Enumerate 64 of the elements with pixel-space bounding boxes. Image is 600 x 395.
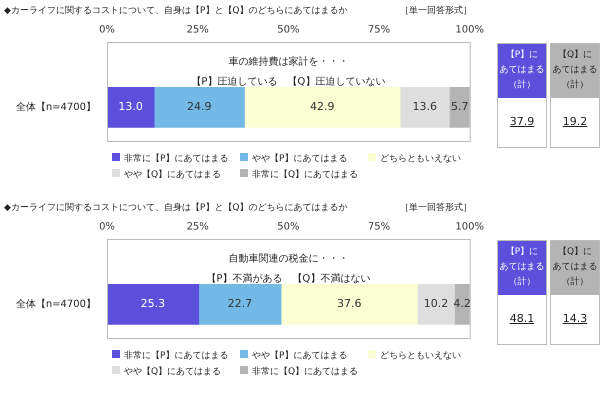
text: 5.7 xyxy=(450,100,468,114)
text: 25.3 xyxy=(140,297,166,310)
text: 37.9 xyxy=(508,115,536,128)
text: （計） xyxy=(508,78,536,92)
legend-label: やや【Q】にあてはまる xyxy=(123,168,222,182)
legend-label: どちらともいえない xyxy=(379,153,462,166)
text: 【Q】に xyxy=(556,246,594,259)
text: （計） xyxy=(508,276,536,289)
text: あてはまる xyxy=(498,261,546,274)
bar xyxy=(400,87,450,128)
y-tick-label: 全体【n=4700】 xyxy=(16,100,96,113)
bar xyxy=(154,87,245,128)
text: 13.0 xyxy=(118,100,143,114)
text: 22.7 xyxy=(228,297,252,310)
text: 10.2 xyxy=(424,297,448,310)
annotation: 【P】圧迫している 【Q】圧迫していない xyxy=(191,76,386,88)
x-tick-label: 25% xyxy=(186,222,209,233)
bar xyxy=(198,284,282,325)
x-tick-label: 0% xyxy=(99,222,115,233)
legend-label: 非常に【Q】にあてはまる xyxy=(251,168,360,182)
text: 42.9 xyxy=(310,100,335,114)
text: 48.1 xyxy=(508,312,536,325)
text: 14.3 xyxy=(562,312,588,325)
text: （計） xyxy=(560,78,590,92)
annotation: 【P】不満がある 【Q】不満はない xyxy=(206,272,370,285)
text: 車の維持費は家計を・・・ xyxy=(228,56,348,68)
chart-title: ◆カーライフに関するコストについて、自身は【P】と【Q】のどちらにあてはまるか xyxy=(4,4,348,17)
bar xyxy=(107,87,154,128)
x-tick-label: 25% xyxy=(186,24,209,36)
x-tick-label: 75% xyxy=(368,24,390,36)
text: あてはまる xyxy=(552,261,598,274)
legend-label: やや【P】にあてはまる xyxy=(251,350,348,363)
chart-subtitle: ［単一回答形式］ xyxy=(400,202,472,214)
text: 37.6 xyxy=(337,297,362,310)
legend-label: どちらともいえない xyxy=(379,350,462,363)
text: 13.6 xyxy=(412,100,437,114)
text: 【P】に xyxy=(504,246,540,259)
bar xyxy=(417,284,455,325)
bar xyxy=(107,284,200,325)
text: （計） xyxy=(560,276,590,289)
text: 【Q】に xyxy=(556,48,594,62)
legend-label: 非常に【P】にあてはまる xyxy=(123,350,230,363)
y-tick-label: 全体【n=4700】 xyxy=(16,298,96,310)
x-tick-label: 0% xyxy=(99,24,115,36)
text: あてはまる xyxy=(552,64,598,77)
legend-label: 非常に【Q】にあてはまる xyxy=(251,366,360,379)
x-tick-label: 100% xyxy=(455,222,484,233)
text: 19.2 xyxy=(562,115,588,128)
chart-subtitle: ［単一回答形式］ xyxy=(400,4,472,17)
legend-label: やや【P】にあてはまる xyxy=(251,152,348,166)
text: あてはまる xyxy=(498,64,546,77)
text: 24.9 xyxy=(187,100,212,114)
legend-label: 非常に【P】にあてはまる xyxy=(123,152,230,166)
x-tick-label: 50% xyxy=(277,222,300,233)
text: 【P】に xyxy=(504,48,540,62)
chart-title: ◆カーライフに関するコストについて、自身は【P】と【Q】のどちらにあてはまるか xyxy=(4,202,348,214)
text: 4.2 xyxy=(453,297,471,310)
x-tick-label: 50% xyxy=(277,24,300,36)
legend-label: やや【Q】にあてはまる xyxy=(123,366,222,379)
x-tick-label: 75% xyxy=(368,222,390,233)
bar xyxy=(244,87,400,128)
x-tick-label: 100% xyxy=(455,24,484,36)
text: 自動車関連の税金に・・・ xyxy=(228,252,348,265)
bar xyxy=(280,284,418,325)
